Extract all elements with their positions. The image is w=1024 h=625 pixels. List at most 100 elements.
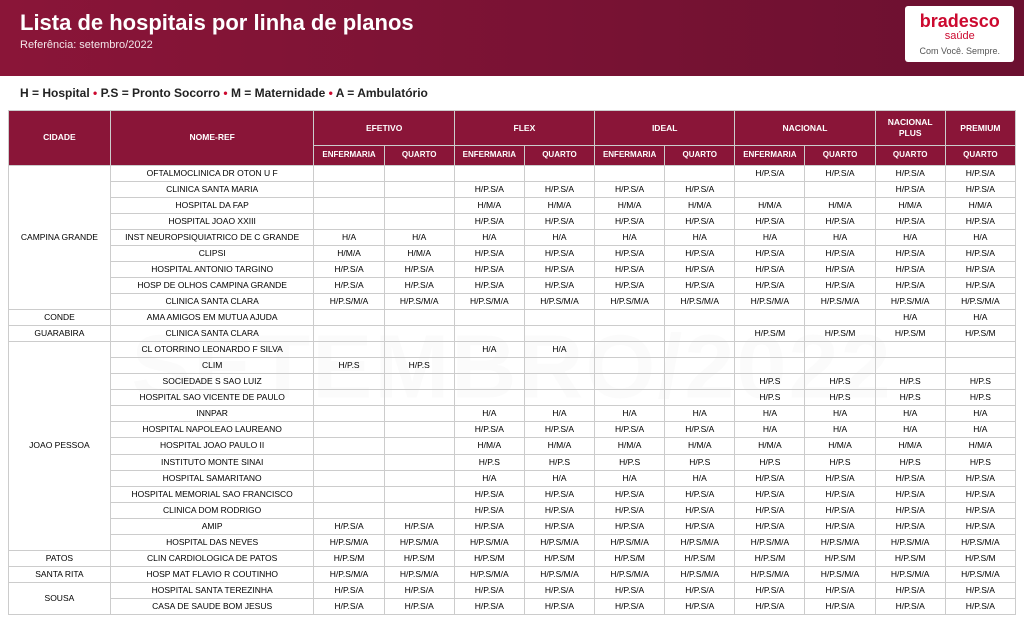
value-cell: H/P.S/A	[314, 598, 384, 614]
value-cell: H/A	[735, 229, 805, 245]
value-cell: H/P.S/A	[524, 213, 594, 229]
value-cell: H/P.S/M/A	[595, 566, 665, 582]
value-cell: H/P.S/A	[384, 278, 454, 294]
value-cell: H/P.S/M/A	[524, 534, 594, 550]
table-head: CIDADE NOME-REF EFETIVO FLEX IDEAL NACIO…	[9, 111, 1016, 165]
value-cell: H/M/A	[595, 438, 665, 454]
value-cell	[314, 470, 384, 486]
value-cell: H/P.S	[595, 454, 665, 470]
value-cell	[384, 422, 454, 438]
value-cell	[524, 374, 594, 390]
value-cell: H/P.S/M/A	[735, 566, 805, 582]
value-cell	[454, 358, 524, 374]
value-cell: H/M/A	[595, 197, 665, 213]
table-row: CLINICA SANTA MARIAH/P.S/AH/P.S/AH/P.S/A…	[9, 181, 1016, 197]
value-cell: H/P.S/A	[735, 486, 805, 502]
sub-col: ENFERMARIA	[735, 146, 805, 165]
city-cell: CONDE	[9, 310, 111, 326]
hospital-name-cell: HOSP DE OLHOS CAMPINA GRANDE	[110, 278, 314, 294]
value-cell: H/P.S/A	[805, 278, 875, 294]
value-cell: H/P.S/M/A	[665, 534, 735, 550]
value-cell: H/P.S/A	[945, 165, 1015, 181]
value-cell	[805, 342, 875, 358]
value-cell: H/M/A	[735, 197, 805, 213]
value-cell: H/P.S/M	[454, 550, 524, 566]
value-cell: H/P.S/A	[384, 261, 454, 277]
value-cell	[805, 181, 875, 197]
value-cell	[384, 374, 454, 390]
value-cell: H/P.S/M/A	[384, 294, 454, 310]
hospital-name-cell: HOSPITAL SAO VICENTE DE PAULO	[110, 390, 314, 406]
value-cell: H/P.S/M/A	[384, 566, 454, 582]
value-cell: H/P.S	[945, 374, 1015, 390]
value-cell	[805, 358, 875, 374]
value-cell: H/P.S	[945, 390, 1015, 406]
value-cell: H/P.S/M/A	[945, 566, 1015, 582]
value-cell: H/P.S/A	[454, 502, 524, 518]
reference-label: Referência: setembro/2022	[20, 39, 414, 51]
brand-name: bradesco	[919, 12, 1000, 30]
value-cell: H/P.S/A	[875, 261, 945, 277]
group-ideal: IDEAL	[595, 111, 735, 146]
value-cell: H/P.S/M/A	[875, 566, 945, 582]
value-cell	[314, 406, 384, 422]
value-cell: H/P.S/A	[735, 245, 805, 261]
value-cell: H/P.S	[805, 374, 875, 390]
page-header: Lista de hospitais por linha de planos R…	[0, 0, 1024, 76]
value-cell: H/P.S/A	[595, 502, 665, 518]
value-cell: H/A	[454, 406, 524, 422]
value-cell: H/P.S/A	[595, 278, 665, 294]
value-cell	[454, 326, 524, 342]
value-cell: H/A	[875, 422, 945, 438]
value-cell: H/P.S	[805, 454, 875, 470]
value-cell: H/P.S	[875, 374, 945, 390]
value-cell: H/P.S	[314, 358, 384, 374]
value-cell: H/P.S/A	[805, 582, 875, 598]
value-cell: H/A	[875, 310, 945, 326]
value-cell	[805, 310, 875, 326]
table-row: HOSP DE OLHOS CAMPINA GRANDEH/P.S/AH/P.S…	[9, 278, 1016, 294]
value-cell	[384, 310, 454, 326]
city-cell: SOUSA	[9, 582, 111, 614]
value-cell	[665, 165, 735, 181]
brand-tagline: Com Você. Sempre.	[919, 46, 1000, 56]
value-cell: H/P.S/A	[735, 165, 805, 181]
value-cell: H/P.S/M/A	[314, 534, 384, 550]
value-cell: H/P.S/M/A	[665, 566, 735, 582]
table-row: HOSPITAL NAPOLEAO LAUREANOH/P.S/AH/P.S/A…	[9, 422, 1016, 438]
table-row: CLIMH/P.SH/P.S	[9, 358, 1016, 374]
value-cell	[595, 358, 665, 374]
value-cell: H/P.S	[875, 390, 945, 406]
value-cell: H/P.S/A	[595, 598, 665, 614]
value-cell: H/P.S/A	[805, 245, 875, 261]
table-row: CLINICA DOM RODRIGOH/P.S/AH/P.S/AH/P.S/A…	[9, 502, 1016, 518]
value-cell: H/P.S/A	[524, 245, 594, 261]
value-cell: H/M/A	[945, 197, 1015, 213]
city-cell: PATOS	[9, 550, 111, 566]
value-cell: H/A	[735, 422, 805, 438]
brand-box: bradesco saúde Com Você. Sempre.	[905, 6, 1014, 62]
value-cell	[524, 326, 594, 342]
value-cell: H/A	[875, 406, 945, 422]
value-cell	[314, 422, 384, 438]
value-cell: H/A	[945, 229, 1015, 245]
hospital-name-cell: HOSPITAL SAMARITANO	[110, 470, 314, 486]
table-row: CLINICA SANTA CLARAH/P.S/M/AH/P.S/M/AH/P…	[9, 294, 1016, 310]
value-cell	[665, 326, 735, 342]
value-cell	[384, 438, 454, 454]
value-cell: H/P.S/M/A	[454, 566, 524, 582]
value-cell: H/P.S/A	[595, 181, 665, 197]
value-cell: H/P.S/A	[524, 181, 594, 197]
value-cell: H/P.S	[805, 390, 875, 406]
value-cell: H/P.S/A	[945, 245, 1015, 261]
value-cell	[384, 326, 454, 342]
value-cell: H/P.S/A	[945, 261, 1015, 277]
value-cell: H/P.S/A	[945, 213, 1015, 229]
value-cell: H/P.S/A	[875, 181, 945, 197]
city-cell: SANTA RITA	[9, 566, 111, 582]
value-cell: H/A	[314, 229, 384, 245]
value-cell: H/P.S/M	[875, 326, 945, 342]
value-cell	[314, 310, 384, 326]
value-cell: H/P.S/A	[665, 278, 735, 294]
value-cell	[595, 326, 665, 342]
